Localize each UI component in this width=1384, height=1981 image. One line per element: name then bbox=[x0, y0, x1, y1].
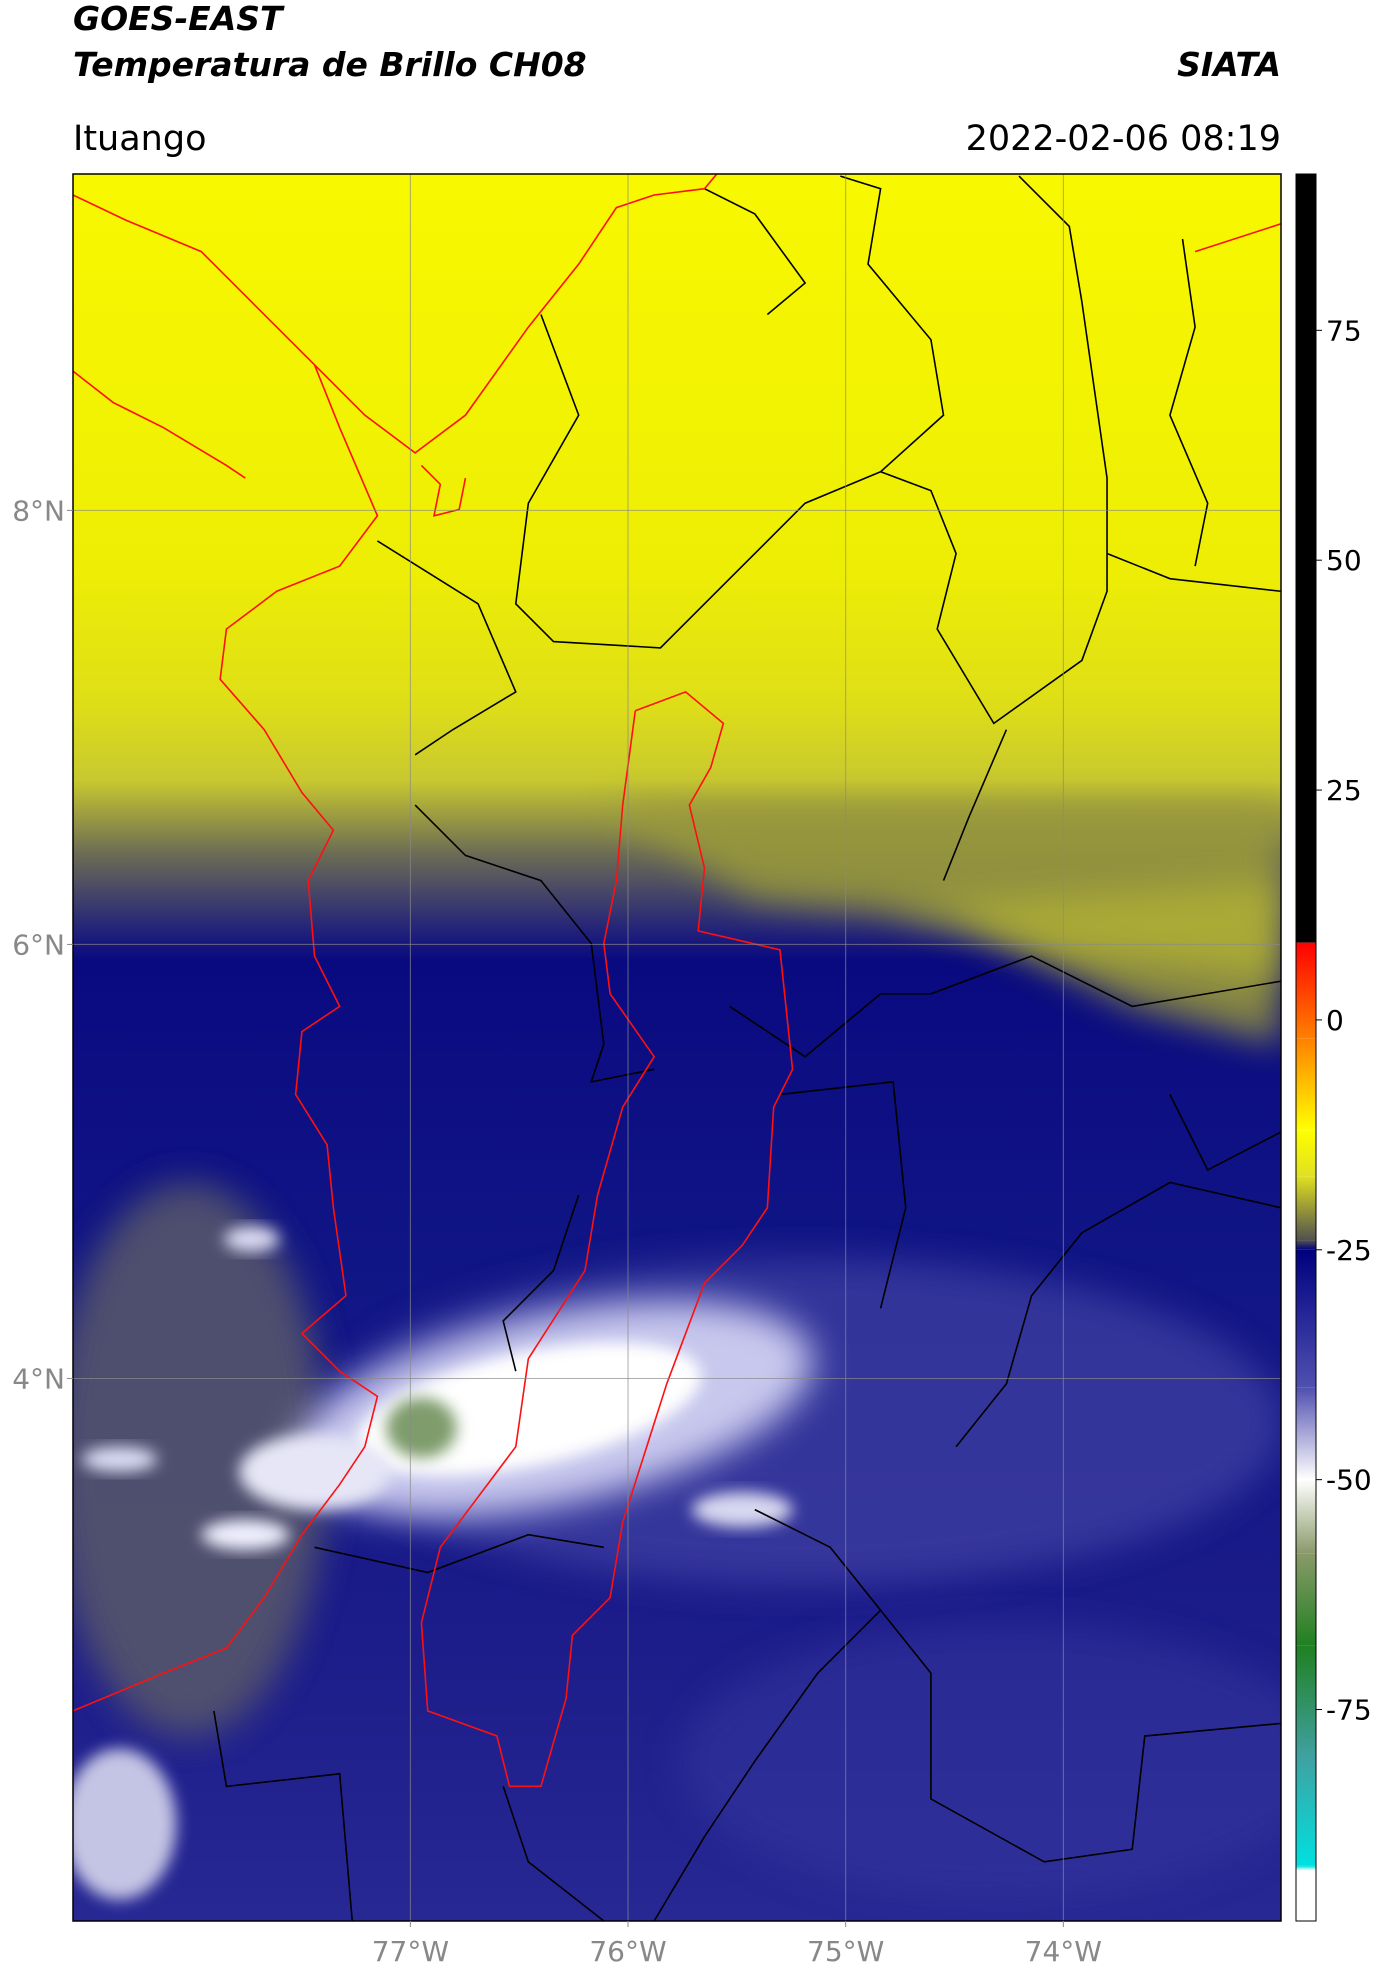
cold-cloud bbox=[201, 1519, 290, 1550]
department-boundary bbox=[881, 1610, 1281, 1862]
coast-boundary bbox=[1195, 224, 1281, 252]
colorbar-tick-label: -75 bbox=[1326, 1694, 1372, 1727]
y-tick-label: 8°N bbox=[12, 494, 65, 527]
x-tick-label: 74°W bbox=[1025, 1935, 1102, 1968]
cold-cloud bbox=[691, 1491, 793, 1528]
coast-boundary bbox=[73, 174, 717, 453]
colorbar-segment bbox=[1296, 1479, 1316, 1554]
cold-cloud bbox=[239, 1434, 390, 1510]
olive-area bbox=[603, 805, 1281, 1045]
colorbar-tick-label: -50 bbox=[1326, 1464, 1372, 1497]
colorbar-segment bbox=[1296, 1870, 1316, 1921]
coast-boundary bbox=[73, 371, 245, 478]
colorbar-segment bbox=[1296, 1038, 1316, 1131]
colorbar-segment bbox=[1296, 1240, 1316, 1250]
department-boundary bbox=[956, 1183, 1281, 1447]
x-tick-label: 76°W bbox=[589, 1935, 666, 1968]
x-tick-label: 75°W bbox=[807, 1935, 884, 1968]
colorbar: -75 -50 -25 0 25 50 75 bbox=[1295, 173, 1372, 1922]
department-boundary bbox=[315, 1535, 604, 1573]
department-boundary bbox=[1170, 239, 1208, 566]
colorbar-tick-label: 0 bbox=[1326, 1004, 1344, 1037]
coast-boundary bbox=[421, 465, 465, 515]
map-frame bbox=[72, 173, 1282, 1922]
department-boundary bbox=[654, 1510, 880, 1921]
colorbar-tick-label: 75 bbox=[1326, 314, 1362, 347]
colorbar-segment bbox=[1296, 942, 1316, 1039]
colorbar-segment bbox=[1296, 1387, 1316, 1480]
field-layers bbox=[73, 805, 1281, 1900]
datetime: 2022-02-06 08:19 bbox=[966, 119, 1281, 159]
colorbar-segment bbox=[1296, 1553, 1316, 1646]
colorbar-frame bbox=[1295, 173, 1317, 1922]
department-boundary bbox=[516, 176, 1107, 723]
department-boundary bbox=[730, 994, 931, 1057]
department-boundary bbox=[931, 956, 1281, 1006]
department-boundary bbox=[503, 1786, 604, 1921]
map-field bbox=[73, 174, 1281, 1921]
y-tick-label: 6°N bbox=[12, 928, 65, 961]
x-tick-label: 77°W bbox=[372, 1935, 449, 1968]
colorbar-segment bbox=[1296, 1865, 1316, 1871]
department-boundary bbox=[214, 1711, 352, 1921]
department-boundary bbox=[1170, 1094, 1281, 1169]
source: SIATA bbox=[1177, 45, 1281, 84]
subtitle: Temperatura de Brillo CH08 bbox=[73, 45, 587, 84]
department-boundary bbox=[1107, 554, 1281, 592]
grid bbox=[73, 174, 1281, 1921]
colorbar-segment bbox=[1296, 1130, 1316, 1177]
department-boundary bbox=[780, 1082, 906, 1308]
colorbar-segment bbox=[1296, 1176, 1316, 1241]
colorbar-tick-label: -25 bbox=[1326, 1234, 1372, 1267]
colorbar-segment bbox=[1296, 1645, 1316, 1756]
olive-area bbox=[880, 880, 1281, 982]
y-tick-label: 4°N bbox=[12, 1362, 65, 1395]
colorbar-segment bbox=[1296, 1755, 1316, 1866]
colorbar-segment bbox=[1296, 1249, 1316, 1388]
department-boundary bbox=[415, 805, 654, 1082]
department-boundary bbox=[503, 1195, 578, 1371]
coast-boundary bbox=[421, 692, 792, 1786]
department-boundary bbox=[944, 730, 1007, 881]
region: Ituango bbox=[73, 119, 207, 159]
department-boundary bbox=[704, 189, 805, 315]
colorbar-tick-label: 50 bbox=[1326, 544, 1362, 577]
cloud-area bbox=[679, 1622, 1281, 1900]
colorbar-tick-label: 25 bbox=[1326, 774, 1362, 807]
colorbar-segment bbox=[1296, 174, 1316, 943]
title: GOES-EAST bbox=[73, 0, 285, 38]
boundaries bbox=[73, 174, 1281, 1921]
department-boundary bbox=[377, 541, 515, 755]
cold-cloud bbox=[81, 1446, 158, 1472]
coast-boundary bbox=[73, 365, 377, 1711]
cold-cloud bbox=[223, 1226, 280, 1252]
cold-cloud bbox=[73, 1748, 177, 1900]
department-boundary bbox=[840, 176, 943, 472]
coldest-core bbox=[386, 1397, 457, 1459]
